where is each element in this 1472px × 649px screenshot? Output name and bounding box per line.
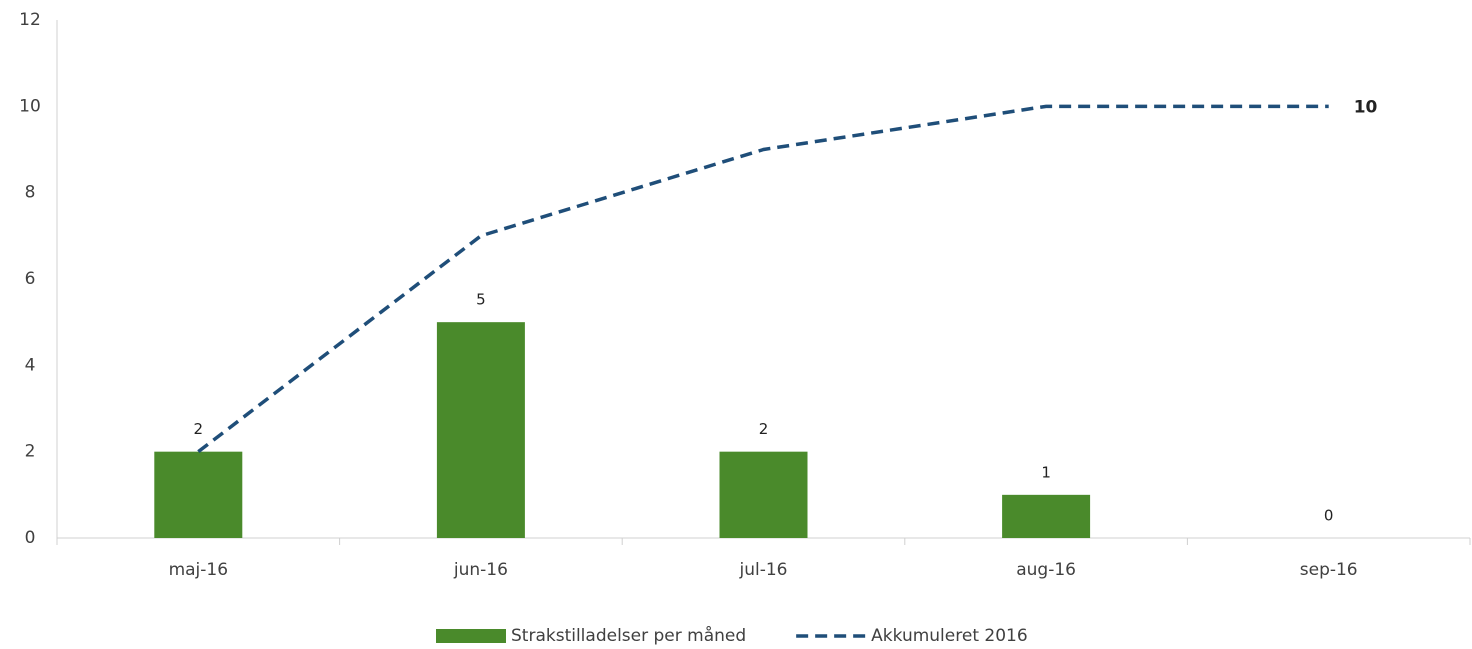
- data-label: 0: [1324, 507, 1334, 525]
- x-tick-label: sep-16: [1300, 560, 1358, 580]
- x-tick-label: maj-16: [169, 560, 228, 580]
- bar: [436, 322, 525, 538]
- data-label: 1: [1041, 463, 1051, 481]
- y-tick-label: 12: [19, 10, 41, 30]
- bar: [719, 451, 808, 538]
- legend-swatch: [436, 629, 506, 643]
- data-label: 5: [476, 291, 486, 309]
- x-tick-label: jul-16: [739, 560, 788, 580]
- y-tick-label: 0: [25, 528, 36, 548]
- x-tick-label: jun-16: [453, 560, 508, 580]
- bar: [1002, 494, 1091, 538]
- legend-label: Strakstilladelser per måned: [511, 625, 746, 646]
- bar: [154, 451, 243, 538]
- line: [197, 104, 1329, 454]
- y-tick-label: 10: [19, 96, 41, 116]
- legend-label: Akkumuleret 2016: [871, 626, 1028, 646]
- data-label: 2: [759, 420, 769, 438]
- data-label: 10: [1354, 97, 1378, 117]
- y-tick-label: 2: [25, 442, 36, 462]
- y-tick-label: 4: [25, 355, 36, 375]
- y-tick-label: 8: [25, 183, 36, 203]
- data-label: 2: [194, 420, 204, 438]
- y-tick-label: 6: [25, 269, 36, 289]
- x-tick-label: aug-16: [1016, 560, 1076, 580]
